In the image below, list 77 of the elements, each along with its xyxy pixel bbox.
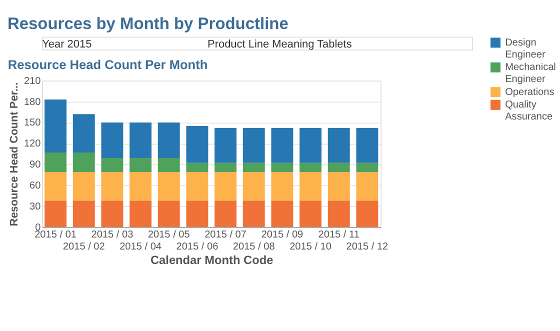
- bar: [101, 200, 124, 228]
- bar: [101, 158, 124, 172]
- y-tick-label: 30: [30, 201, 42, 212]
- chart-title: Resources by Month by Productline: [7, 14, 288, 33]
- bar: [328, 200, 350, 228]
- y-tick-label: 60: [30, 180, 42, 192]
- bar: [44, 200, 67, 228]
- x-tick-label: 2015 / 07: [204, 230, 247, 241]
- text: Year 2015: [42, 38, 92, 51]
- y-tick-label: 210: [24, 76, 42, 87]
- bar: [72, 172, 95, 201]
- x-tick-label: 2015 / 05: [148, 230, 190, 241]
- x-tick-label: 2015 / 10: [290, 241, 332, 252]
- bar: [214, 162, 237, 172]
- bar: [101, 122, 124, 158]
- bar: [300, 128, 322, 163]
- y-tick-label: 90: [30, 160, 42, 171]
- y-tick-label: 150: [24, 118, 42, 129]
- bar: [328, 172, 350, 201]
- x-tick-label: 2015 / 08: [232, 241, 276, 252]
- x-tick-label: 2015 / 12: [346, 241, 389, 252]
- legend-label: Operations: [505, 86, 554, 98]
- bar: [44, 152, 67, 172]
- bar: [186, 126, 208, 163]
- bar: [300, 172, 322, 201]
- bar: [158, 172, 180, 201]
- bar: [158, 122, 180, 158]
- x-tick-label: 2015 / 03: [91, 230, 134, 241]
- legend-label: Mechanical Engineer: [505, 62, 556, 86]
- bar: [44, 172, 67, 201]
- y-tick-label: 180: [24, 96, 42, 108]
- bar: [186, 200, 208, 228]
- bar: [356, 172, 378, 201]
- bar: [242, 128, 265, 163]
- bar: [130, 122, 152, 158]
- x-tick-label: 2015 / 04: [120, 241, 162, 252]
- legend-label: Design Engineer: [505, 37, 546, 60]
- bar: [72, 114, 95, 152]
- y-tick-label: 120: [24, 138, 42, 150]
- x-tick-label: 2015 / 02: [62, 241, 106, 252]
- bar: [356, 162, 378, 172]
- x-axis-title: Calendar Month Code: [150, 253, 274, 268]
- bar: [300, 200, 322, 228]
- bar: [328, 128, 350, 163]
- bar: [72, 200, 95, 228]
- bar: [214, 128, 237, 163]
- bar: [214, 200, 237, 228]
- x-tick-label: 2015 / 11: [318, 230, 360, 241]
- bar: [271, 162, 294, 172]
- bar: [186, 162, 208, 172]
- bar: [356, 200, 378, 228]
- bar: [158, 200, 180, 228]
- bar: [242, 200, 265, 228]
- bar: [101, 172, 124, 201]
- bar: [130, 172, 152, 201]
- chart-subtitle: Resource Head Count Per Month: [8, 56, 208, 72]
- bar: [130, 200, 152, 228]
- x-tick-label: 2015 / 06: [176, 241, 219, 252]
- bar: [328, 162, 350, 172]
- y-axis-title: Resource Head Count Per...: [8, 82, 21, 226]
- bar: [356, 128, 378, 163]
- bar: [44, 99, 67, 152]
- x-tick-label: 2015 / 01: [34, 230, 77, 241]
- bar: [186, 172, 208, 201]
- bar: [300, 162, 322, 172]
- text: Product Line Meaning Tablets: [208, 38, 352, 51]
- bar: [271, 200, 294, 228]
- bar: [158, 158, 180, 172]
- bar: [214, 172, 237, 201]
- x-tick-label: 2015 / 09: [261, 230, 304, 241]
- bar: [242, 172, 265, 201]
- bar: [130, 158, 152, 172]
- legend-label: Quality Assurance: [505, 100, 553, 123]
- bar: [72, 152, 95, 172]
- bar: [242, 162, 265, 172]
- bar: [271, 128, 294, 163]
- bar: [271, 172, 294, 201]
